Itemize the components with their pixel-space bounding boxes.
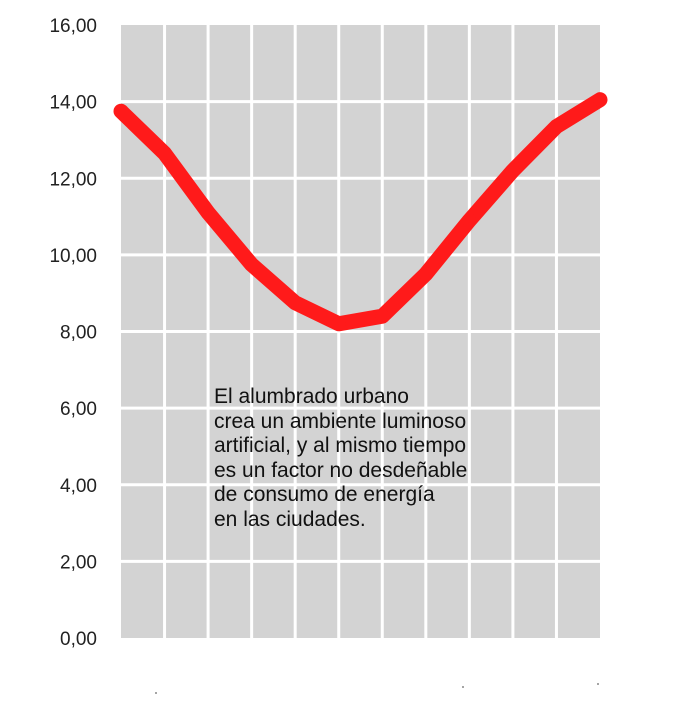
y-tick-label: 2,00 [60,552,97,573]
data-point [375,309,390,324]
stray-dot [155,692,157,694]
data-point [157,146,172,161]
annotation-line: es un factor no desdeñable [214,458,468,482]
data-point [114,104,128,119]
data-point [288,295,303,310]
y-tick-label: 10,00 [49,246,97,267]
data-point [201,205,216,220]
data-point [505,163,520,178]
grid-lines [121,25,600,638]
y-tick-label: 0,00 [60,629,97,650]
data-point [331,316,346,331]
stray-dot [462,686,464,688]
y-tick-label: 8,00 [60,323,97,344]
series-layer [113,92,608,332]
annotation-line: en las ciudades. [214,507,366,531]
y-tick-label: 12,00 [49,169,97,190]
annotation-line: crea un ambiente luminoso [214,409,467,433]
y-tick-label: 4,00 [60,476,97,497]
y-tick-label: 16,00 [49,16,97,37]
series-line [113,92,608,332]
data-point [418,267,433,282]
y-tick-label: 6,00 [60,399,97,420]
data-point [462,213,477,228]
annotation-text: El alumbrado urbano crea un ambiente lum… [214,385,467,532]
y-axis-ticks: 0,00 2,00 4,00 6,00 8,00 10,00 12,00 14,00 16,00 [49,16,97,650]
annotation-line: de consumo de energía [214,483,435,506]
annotation-line: El alumbrado urbano [214,385,409,408]
data-point [593,92,607,107]
data-point [549,119,564,134]
data-point [244,257,259,272]
y-tick-label: 14,00 [49,93,97,114]
annotation-line: artificial, y al mismo tiempo [214,434,467,457]
stray-dot [597,683,599,685]
